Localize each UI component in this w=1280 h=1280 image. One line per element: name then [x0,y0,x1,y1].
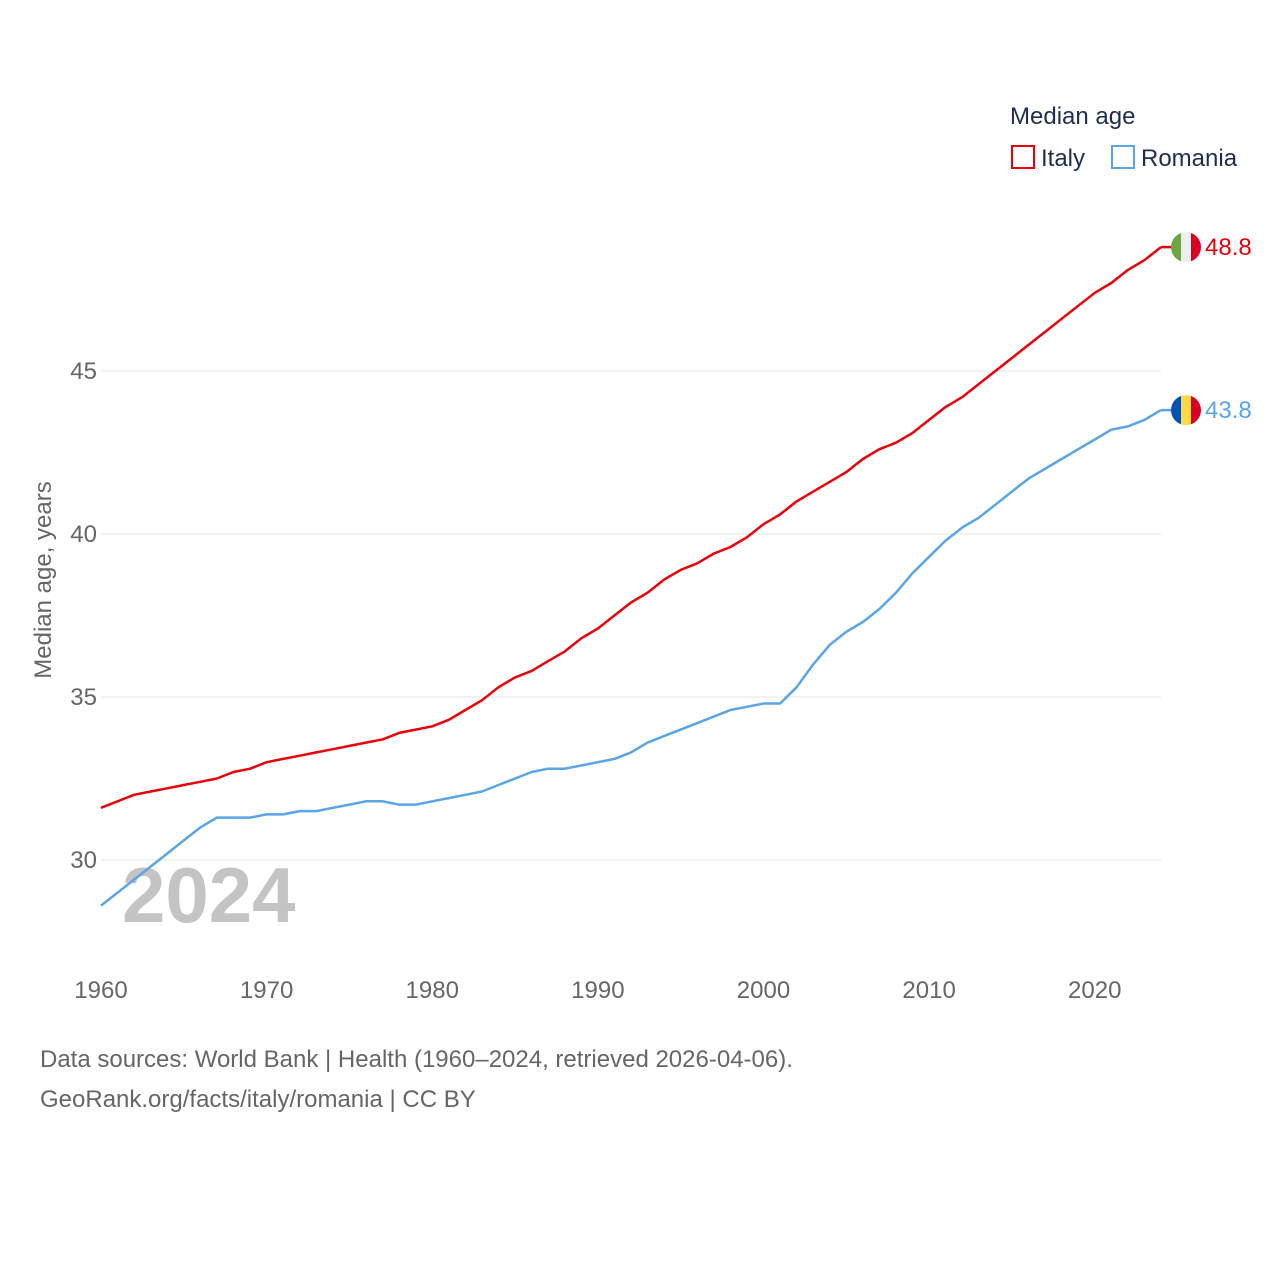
legend-label-romania[interactable]: Romania [1141,145,1238,172]
x-tick-label-2000: 2000 [737,977,790,1004]
romania-flag-icon [1171,395,1201,426]
x-tick-label-2010: 2010 [902,977,955,1004]
legend: Median age Italy Romania [1010,103,1238,172]
year-watermark: 2024 [122,851,296,939]
y-tick-label-45: 45 [70,358,97,385]
end-value-label-romania: 43.8 [1205,397,1252,424]
x-axis: 1960 1970 1980 1990 2000 2010 2020 [74,977,1121,1004]
series-line-romania[interactable] [100,409,1162,907]
legend-swatch-italy[interactable] [1011,145,1035,169]
credit-link[interactable]: GeoRank.org/facts/italy/romania | CC BY [40,1086,476,1113]
italy-flag-icon [1171,232,1201,263]
series-end-markers: 48.8 43.8 [1161,232,1252,426]
x-tick-label-1980: 1980 [406,977,459,1004]
x-tick-label-1990: 1990 [571,977,624,1004]
y-axis-title: Median age, years [30,481,57,678]
series-line-italy[interactable] [100,246,1162,809]
x-tick-label-1960: 1960 [74,977,127,1004]
y-tick-label-40: 40 [70,521,97,548]
legend-label-italy[interactable]: Italy [1041,145,1085,172]
y-axis: 30 35 40 45 [70,358,97,874]
x-tick-label-1970: 1970 [240,977,293,1004]
data-sources-note: Data sources: World Bank | Health (1960–… [40,1046,793,1073]
y-tick-label-35: 35 [70,684,97,711]
y-tick-label-30: 30 [70,847,97,874]
series-lines [100,246,1162,907]
end-value-label-italy: 48.8 [1205,234,1252,261]
median-age-chart: 30 35 40 45 1960 1970 1980 1990 2000 2010 2020 Me… [30,103,1252,1004]
legend-title: Median age [1010,103,1135,130]
x-tick-label-2020: 2020 [1068,977,1121,1004]
legend-swatch-romania[interactable] [1111,145,1135,169]
grid-lines [101,370,1161,861]
